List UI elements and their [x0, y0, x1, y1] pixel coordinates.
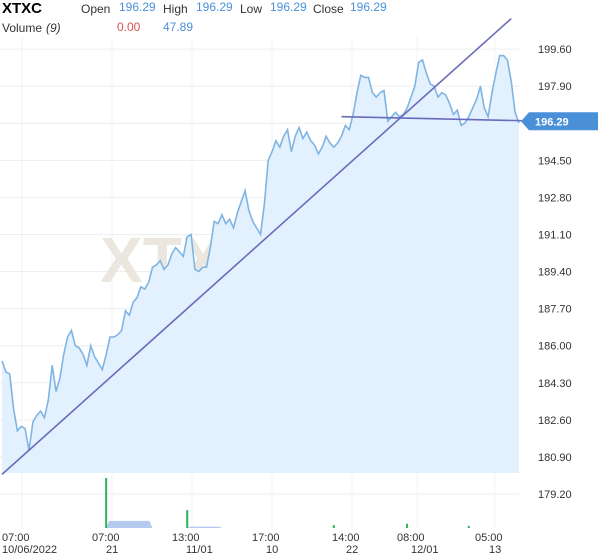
close-value: 196.29	[350, 0, 387, 14]
trendline	[1, 17, 512, 475]
x-tick-date: 13	[489, 544, 501, 556]
y-axis: 199.60197.90196.20194.50192.80191.10189.…	[538, 44, 572, 501]
last-price-tag: 196.29	[521, 112, 598, 131]
y-tick-label: 194.50	[538, 155, 572, 167]
high-value: 196.29	[196, 0, 233, 14]
y-tick-label: 184.30	[538, 378, 572, 390]
volume-bar	[186, 510, 189, 528]
symbol-label: XTXC	[2, 0, 42, 17]
last-price-tag-shape	[521, 112, 598, 131]
x-tick-date: 10/06/2022	[2, 544, 57, 556]
y-tick-label: 186.00	[538, 341, 572, 353]
low-label: Low	[240, 2, 262, 16]
volume-bar	[406, 523, 409, 528]
x-tick-date: 22	[346, 544, 358, 556]
x-tick-time: 17:00	[252, 532, 280, 544]
open-label: Open	[81, 2, 110, 16]
x-axis: 07:0010/06/202207:002113:0011/0117:00101…	[2, 532, 503, 556]
x-tick-time: 13:00	[172, 532, 200, 544]
trendline	[341, 115, 539, 122]
price-line	[1, 54, 520, 451]
x-tick-time: 05:00	[475, 532, 503, 544]
x-tick-date: 21	[106, 544, 118, 556]
x-tick-date: 11/01	[186, 544, 213, 556]
y-tick-label: 197.90	[538, 81, 572, 93]
trendlines[interactable]	[1, 17, 539, 475]
y-tick-label: 199.60	[538, 44, 572, 56]
open-value: 196.29	[119, 0, 156, 14]
x-tick-time: 07:00	[2, 532, 30, 544]
volume-bar	[105, 478, 108, 528]
x-tick-date: 10	[266, 544, 278, 556]
y-tick-label: 187.70	[538, 304, 572, 316]
volume-ma-value: 47.89	[163, 20, 193, 34]
price-series	[1, 54, 520, 473]
y-tick-label: 192.80	[538, 192, 572, 204]
x-tick-time: 07:00	[92, 532, 120, 544]
volume-bar	[467, 525, 470, 528]
low-value: 196.29	[270, 0, 307, 14]
x-tick-time: 08:00	[397, 532, 425, 544]
y-tick-label: 191.10	[538, 229, 572, 241]
volume-label: Volume	[2, 21, 42, 35]
volume-area	[187, 526, 222, 528]
volume-area	[106, 520, 153, 528]
y-tick-label: 182.60	[538, 415, 572, 427]
volume-bars	[105, 478, 470, 528]
volume-period: (9)	[46, 21, 61, 35]
volume-bar	[332, 525, 335, 528]
x-tick-date: 12/01	[411, 544, 439, 556]
last-price-label: 196.29	[535, 116, 569, 128]
high-label: High	[163, 2, 188, 16]
close-label: Close	[313, 2, 344, 16]
volume-value: 0.00	[117, 20, 141, 34]
y-tick-label: 179.20	[538, 489, 572, 501]
y-tick-label: 189.40	[538, 267, 572, 279]
y-tick-label: 180.90	[538, 452, 572, 464]
price-area-fill	[2, 55, 519, 473]
ohlc-legend: XTXC Open 196.29 High 196.29 Low 196.29 …	[2, 0, 387, 35]
x-tick-time: 14:00	[332, 532, 360, 544]
